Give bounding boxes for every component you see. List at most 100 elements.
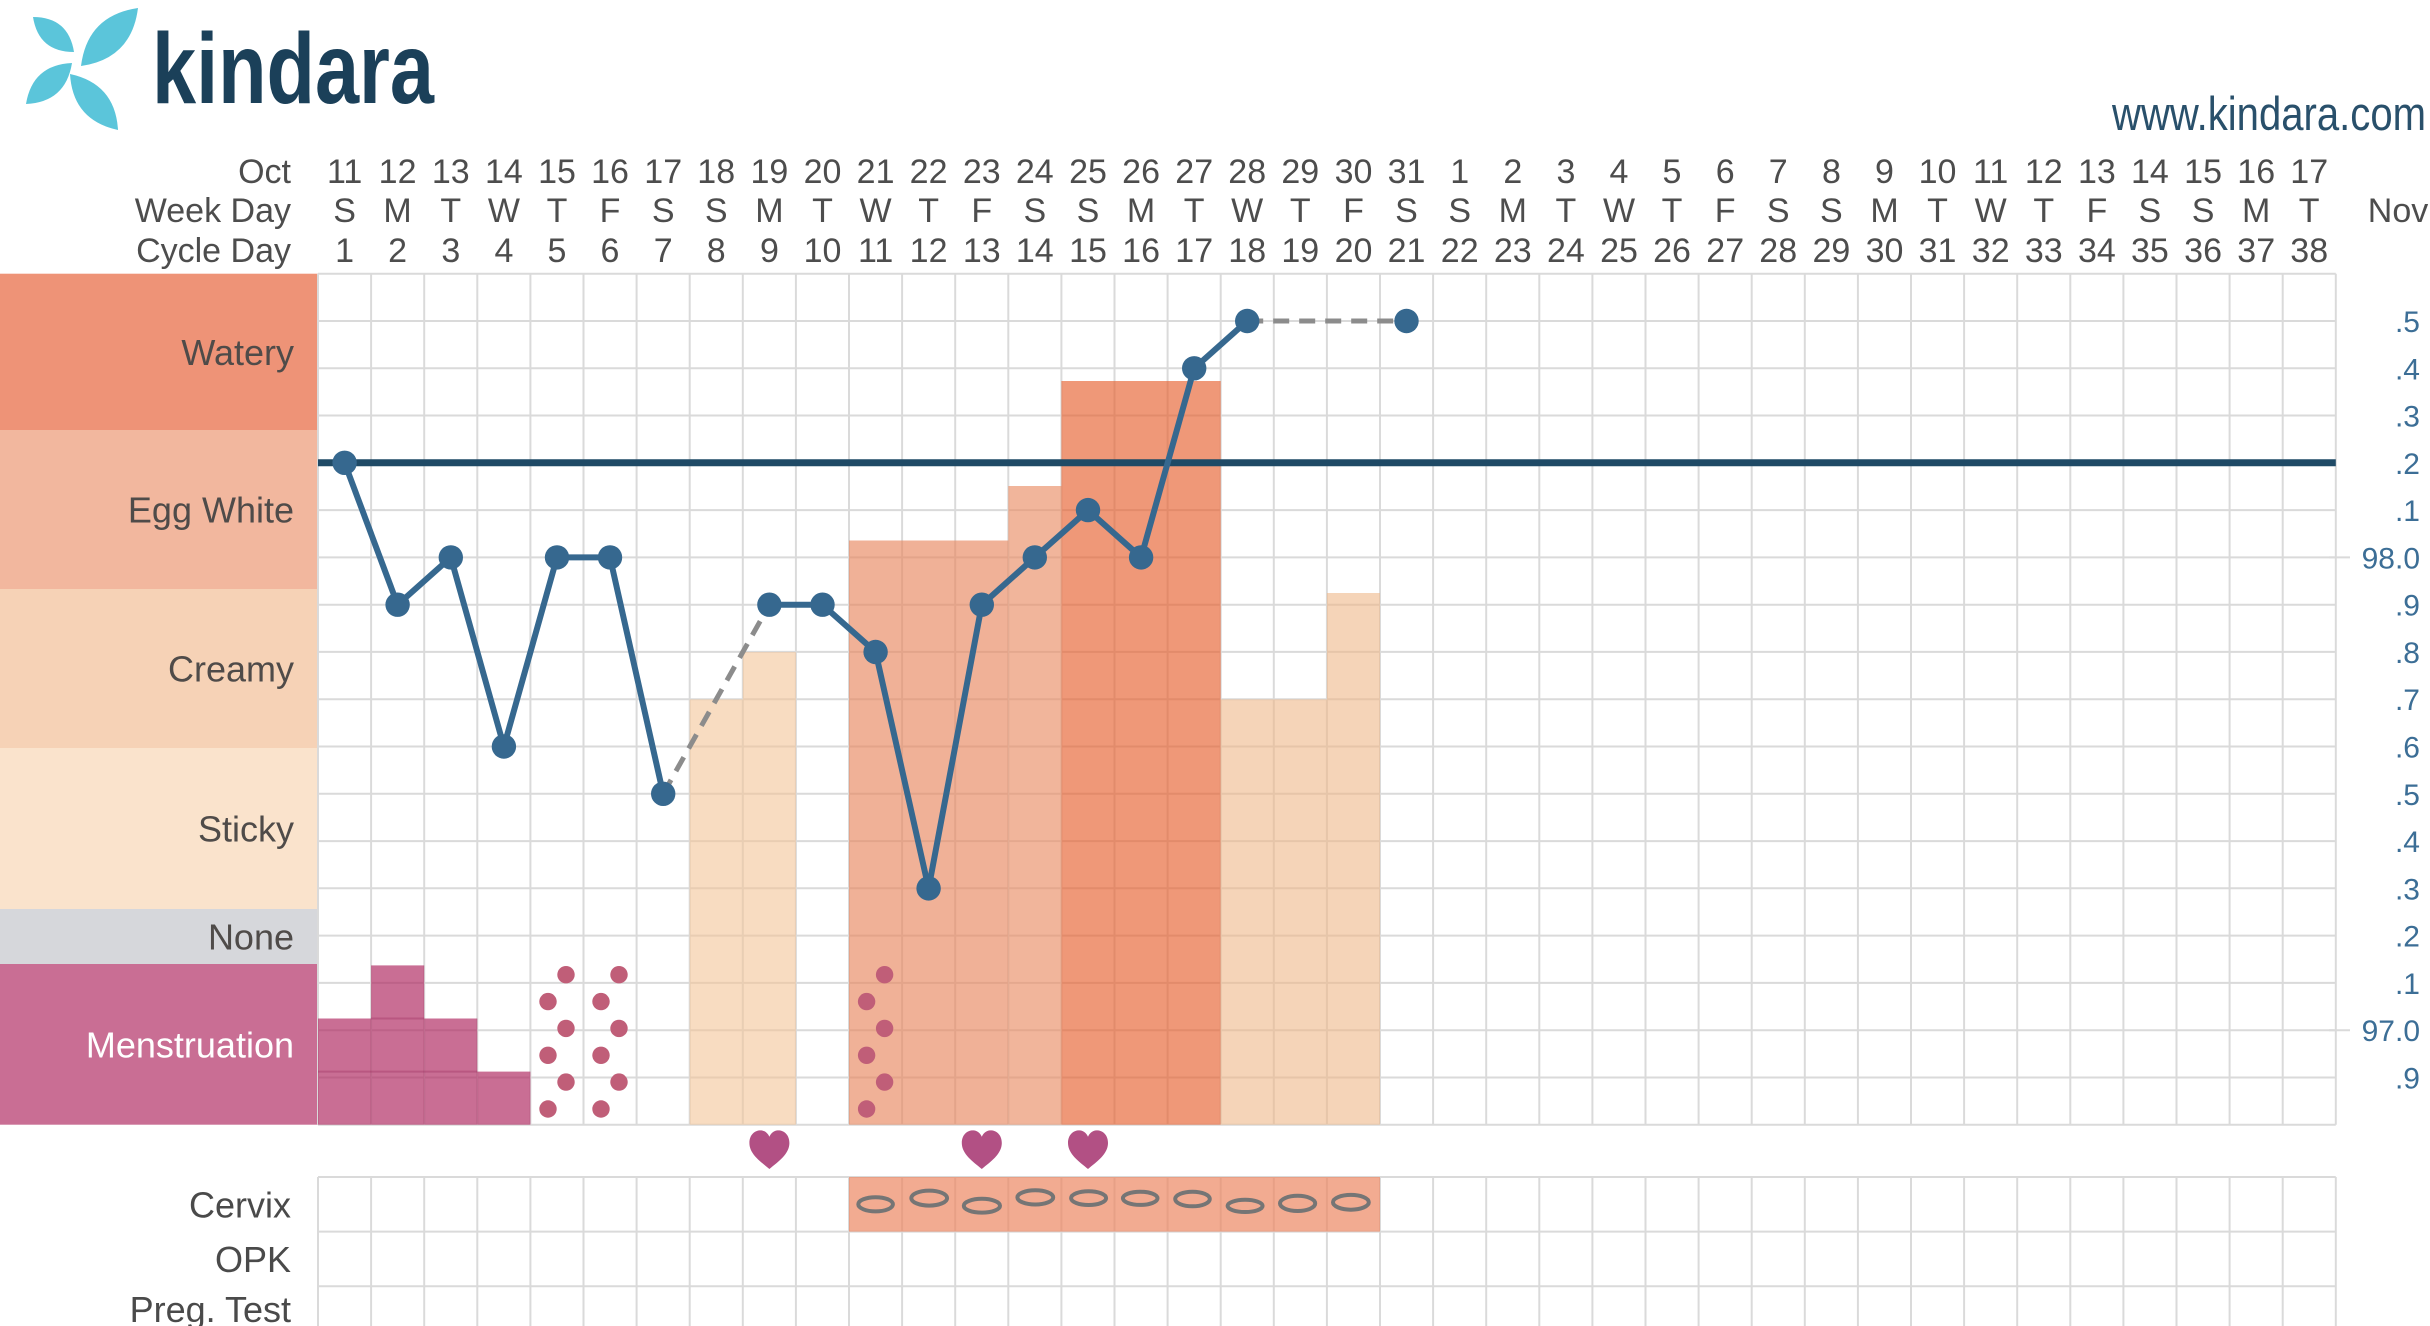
svg-text:13: 13	[2078, 153, 2116, 191]
svg-text:.6: .6	[2395, 732, 2420, 765]
svg-text:F: F	[1343, 192, 1364, 230]
svg-text:3: 3	[1556, 153, 1575, 191]
svg-text:25: 25	[1600, 232, 1638, 270]
svg-text:Nov: Nov	[2368, 192, 2428, 230]
svg-text:27: 27	[1175, 153, 1213, 191]
svg-text:6: 6	[601, 232, 620, 270]
svg-text:16: 16	[2237, 153, 2275, 191]
svg-text:30: 30	[1335, 153, 1373, 191]
svg-text:34: 34	[2078, 232, 2116, 270]
svg-text:W: W	[488, 192, 520, 230]
svg-text:98.0: 98.0	[2362, 542, 2420, 575]
svg-text:.9: .9	[2395, 1063, 2420, 1096]
svg-text:7: 7	[654, 232, 673, 270]
svg-text:27: 27	[1706, 232, 1744, 270]
svg-text:Oct: Oct	[238, 153, 291, 191]
svg-text:17: 17	[2290, 153, 2328, 191]
svg-text:.2: .2	[2395, 448, 2420, 481]
svg-text:S: S	[652, 192, 675, 230]
svg-text:W: W	[1231, 192, 1263, 230]
svg-text:F: F	[600, 192, 621, 230]
svg-text:8: 8	[707, 232, 726, 270]
svg-text:37: 37	[2237, 232, 2275, 270]
svg-text:Egg White: Egg White	[128, 490, 294, 531]
svg-text:S: S	[1767, 192, 1790, 230]
svg-text:.2: .2	[2395, 921, 2420, 954]
svg-text:1: 1	[335, 232, 354, 270]
svg-text:.3: .3	[2395, 873, 2420, 906]
svg-text:15: 15	[538, 153, 576, 191]
svg-text:4: 4	[494, 232, 513, 270]
svg-text:2: 2	[1503, 153, 1522, 191]
svg-text:35: 35	[2131, 232, 2169, 270]
svg-text:14: 14	[1016, 232, 1054, 270]
svg-text:.3: .3	[2395, 401, 2420, 434]
svg-text:32: 32	[1972, 232, 2010, 270]
svg-text:T: T	[918, 192, 939, 230]
svg-text:3: 3	[441, 232, 460, 270]
svg-text:5: 5	[548, 232, 567, 270]
svg-text:36: 36	[2184, 232, 2222, 270]
svg-text:.7: .7	[2395, 684, 2420, 717]
svg-text:9: 9	[760, 232, 779, 270]
svg-text:F: F	[2087, 192, 2108, 230]
svg-text:21: 21	[1388, 232, 1426, 270]
svg-text:11: 11	[858, 232, 893, 270]
svg-text:18: 18	[697, 153, 735, 191]
svg-text:Creamy: Creamy	[168, 649, 294, 690]
svg-text:W: W	[1975, 192, 2007, 230]
svg-text:.5: .5	[2395, 306, 2420, 339]
svg-text:9: 9	[1875, 153, 1894, 191]
svg-text:20: 20	[804, 153, 842, 191]
svg-text:.1: .1	[2395, 968, 2420, 1001]
svg-text:S: S	[2139, 192, 2162, 230]
svg-text:21: 21	[857, 153, 895, 191]
svg-text:F: F	[1715, 192, 1736, 230]
svg-text:T: T	[812, 192, 833, 230]
svg-text:T: T	[2299, 192, 2320, 230]
svg-text:13: 13	[432, 153, 470, 191]
svg-text:S: S	[705, 192, 728, 230]
svg-text:T: T	[1662, 192, 1683, 230]
svg-text:7: 7	[1769, 153, 1788, 191]
svg-text:T: T	[1184, 192, 1205, 230]
svg-text:14: 14	[485, 153, 523, 191]
svg-text:.5: .5	[2395, 779, 2420, 812]
svg-text:16: 16	[591, 153, 629, 191]
svg-text:S: S	[1820, 192, 1843, 230]
svg-text:M: M	[1870, 192, 1898, 230]
svg-text:S: S	[2192, 192, 2215, 230]
svg-text:17: 17	[644, 153, 682, 191]
svg-text:M: M	[1127, 192, 1155, 230]
svg-text:6: 6	[1716, 153, 1735, 191]
svg-text:11: 11	[327, 153, 362, 191]
svg-text:26: 26	[1122, 153, 1160, 191]
svg-text:T: T	[1927, 192, 1948, 230]
svg-text:19: 19	[1281, 232, 1319, 270]
svg-text:Cervix: Cervix	[189, 1184, 291, 1225]
svg-text:.9: .9	[2395, 590, 2420, 623]
svg-text:.4: .4	[2395, 826, 2420, 859]
svg-text:Menstruation: Menstruation	[86, 1024, 294, 1065]
svg-text:22: 22	[1441, 232, 1479, 270]
svg-text:97.0: 97.0	[2362, 1015, 2420, 1048]
svg-text:Cycle Day: Cycle Day	[136, 232, 291, 270]
svg-text:1: 1	[1450, 153, 1469, 191]
svg-text:31: 31	[1919, 232, 1957, 270]
svg-text:19: 19	[750, 153, 788, 191]
svg-text:38: 38	[2290, 232, 2328, 270]
svg-text:T: T	[1290, 192, 1311, 230]
svg-text:16: 16	[1122, 232, 1160, 270]
svg-text:S: S	[1448, 192, 1471, 230]
svg-text:31: 31	[1388, 153, 1426, 191]
svg-text:10: 10	[804, 232, 842, 270]
svg-text:S: S	[1077, 192, 1100, 230]
svg-text:W: W	[860, 192, 892, 230]
svg-text:12: 12	[910, 232, 948, 270]
svg-text:18: 18	[1228, 232, 1266, 270]
svg-text:.8: .8	[2395, 637, 2420, 670]
svg-text:15: 15	[2184, 153, 2222, 191]
svg-text:13: 13	[963, 232, 1001, 270]
svg-text:W: W	[1603, 192, 1635, 230]
svg-text:T: T	[440, 192, 461, 230]
